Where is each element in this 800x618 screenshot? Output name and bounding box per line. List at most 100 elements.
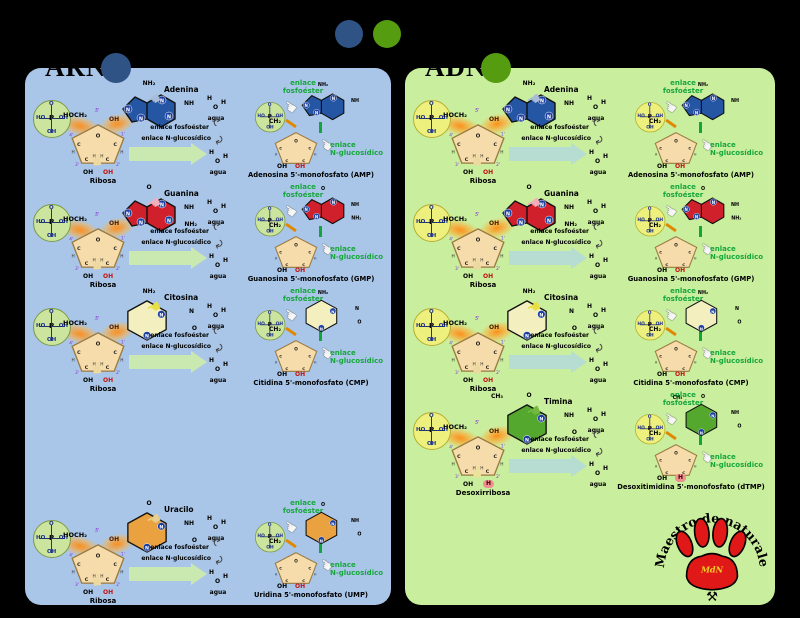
product-name: Citidina 5'-monofosfato (CMP) xyxy=(633,379,749,387)
prime-label: 5' xyxy=(95,212,100,218)
paw-icon: Maestro de naturales MdN ⚒ xyxy=(652,479,772,605)
svg-text:H: H xyxy=(93,257,96,263)
ch2-label: CH₂ xyxy=(269,118,282,125)
hoch2-label: HOCH₂ xyxy=(63,215,88,223)
base-structure: N N N N N N CH₃ O NH O xyxy=(491,392,577,445)
svg-text:H: H xyxy=(452,462,455,468)
hoch2-label: HOCH₂ xyxy=(63,319,88,327)
agua-label: agua xyxy=(587,115,605,122)
svg-text:H: H xyxy=(452,150,455,156)
reaction-arrow xyxy=(509,143,587,165)
base-label: Adenina xyxy=(544,85,579,94)
curved-arrow-icon: ↷ xyxy=(209,552,227,568)
fosfoester-bond xyxy=(665,222,677,233)
hoch2-label: HOCH₂ xyxy=(63,531,88,539)
svg-text:H: H xyxy=(72,358,75,364)
sugar-label: Ribosa xyxy=(469,281,497,289)
svg-text:O: O xyxy=(294,243,298,248)
svg-text:C: C xyxy=(308,250,311,255)
svg-text:1': 1' xyxy=(121,551,125,557)
phosphate-group: O HO P OH OH xyxy=(33,308,71,346)
rows-container: O HO P OH OH HOCH₂ 5' O C C C C H H H H 4'… xyxy=(25,68,391,605)
svg-text:H: H xyxy=(480,257,483,263)
svg-text:4': 4' xyxy=(449,132,453,138)
prime-label: 5' xyxy=(475,212,480,218)
reaction-arrow xyxy=(129,247,207,269)
product-base-structure: N N N N N NH₂ N O xyxy=(299,290,361,333)
svg-text:N: N xyxy=(695,110,698,115)
enlace-nglucosidico-label: enlace N-glucosídico xyxy=(330,349,384,365)
panel-title-arn: ARN xyxy=(45,52,107,82)
svg-text:H: H xyxy=(473,153,476,159)
svg-text:3': 3' xyxy=(455,162,459,168)
product-sugar-ring: CH₂ O C C C C H H OH OH H xyxy=(649,326,698,378)
bond-label-nglucosidico: enlace N-glucosídico xyxy=(521,447,591,454)
svg-text:H: H xyxy=(500,254,503,260)
svg-text:H: H xyxy=(275,361,278,365)
base-label: Citosina xyxy=(544,293,579,302)
product-base-structure: N N N N N NH₂ NH xyxy=(679,82,739,125)
curved-arrow-icon: ↷ xyxy=(589,340,607,356)
svg-text:N: N xyxy=(525,334,529,340)
svg-text:H: H xyxy=(100,257,103,263)
panel-arn: ARN O HO P OH OH HOCH₂ 5' O C C C C H H H … xyxy=(25,53,391,605)
fosfoester-bond xyxy=(285,222,297,233)
enlace-fosfoester-label: enlace fosfoéster xyxy=(662,287,704,303)
svg-text:1': 1' xyxy=(501,339,505,345)
svg-text:N: N xyxy=(695,214,698,219)
svg-text:H: H xyxy=(694,465,697,469)
product-sugar-ring: CH₂ O C C C C H H OH OH H xyxy=(649,118,698,170)
svg-text:4': 4' xyxy=(449,236,453,242)
svg-text:H: H xyxy=(120,358,123,364)
svg-text:N: N xyxy=(145,546,149,552)
product-base-structure: N N N N N NH₂ N O xyxy=(679,290,741,333)
svg-text:N: N xyxy=(332,96,335,101)
nglucosidico-bond xyxy=(699,122,702,133)
product-name: Guanosina 5'-monofosfato (GMP) xyxy=(627,275,755,283)
svg-text:N: N xyxy=(159,525,163,531)
agua-label: agua xyxy=(587,219,605,226)
hoch2-label: HOCH₂ xyxy=(443,423,468,431)
agua-label: agua xyxy=(587,323,605,330)
bond-label-fosfoester: enlace fosfoéster xyxy=(530,228,589,235)
product-phosphate-group: O HO P OH OH xyxy=(635,102,666,133)
reaction-arrow xyxy=(509,351,587,373)
svg-text:3': 3' xyxy=(455,474,459,480)
hoch2-label: HOCH₂ xyxy=(443,319,468,327)
svg-text:C: C xyxy=(279,250,282,255)
svg-text:C: C xyxy=(285,578,288,583)
svg-text:C: C xyxy=(106,365,110,371)
svg-text:H: H xyxy=(500,358,503,364)
prime-label: 5' xyxy=(475,108,480,114)
nglucosidico-bond xyxy=(699,226,702,237)
reaction-arrow xyxy=(509,455,587,477)
svg-text:2': 2' xyxy=(116,582,120,588)
svg-text:N: N xyxy=(160,203,164,209)
svg-text:C: C xyxy=(457,454,461,460)
svg-text:H: H xyxy=(93,573,96,579)
svg-text:H: H xyxy=(452,358,455,364)
bond-label-fosfoester: enlace fosfoéster xyxy=(530,332,589,339)
hydroxyl-label: OH xyxy=(489,116,500,123)
agua-label: agua xyxy=(209,169,227,176)
svg-text:C: C xyxy=(302,366,305,371)
svg-text:H: H xyxy=(100,153,103,159)
enlace-nglucosidico-label: enlace N-glucosídico xyxy=(330,561,384,577)
curved-arrow-icon: ↷ xyxy=(209,236,227,252)
svg-text:C: C xyxy=(486,469,490,475)
agua-label: agua xyxy=(589,481,607,488)
phosphate-group: O HO P OH OH xyxy=(413,412,451,450)
phosphate-group: O HO P OH OH xyxy=(413,308,451,346)
panel-dot-arn xyxy=(101,53,131,83)
svg-text:C: C xyxy=(688,354,691,359)
phosphate-group: O HO P OH OH xyxy=(33,204,71,242)
hydroxyl-label: OH xyxy=(483,169,494,176)
svg-text:C: C xyxy=(665,262,668,267)
